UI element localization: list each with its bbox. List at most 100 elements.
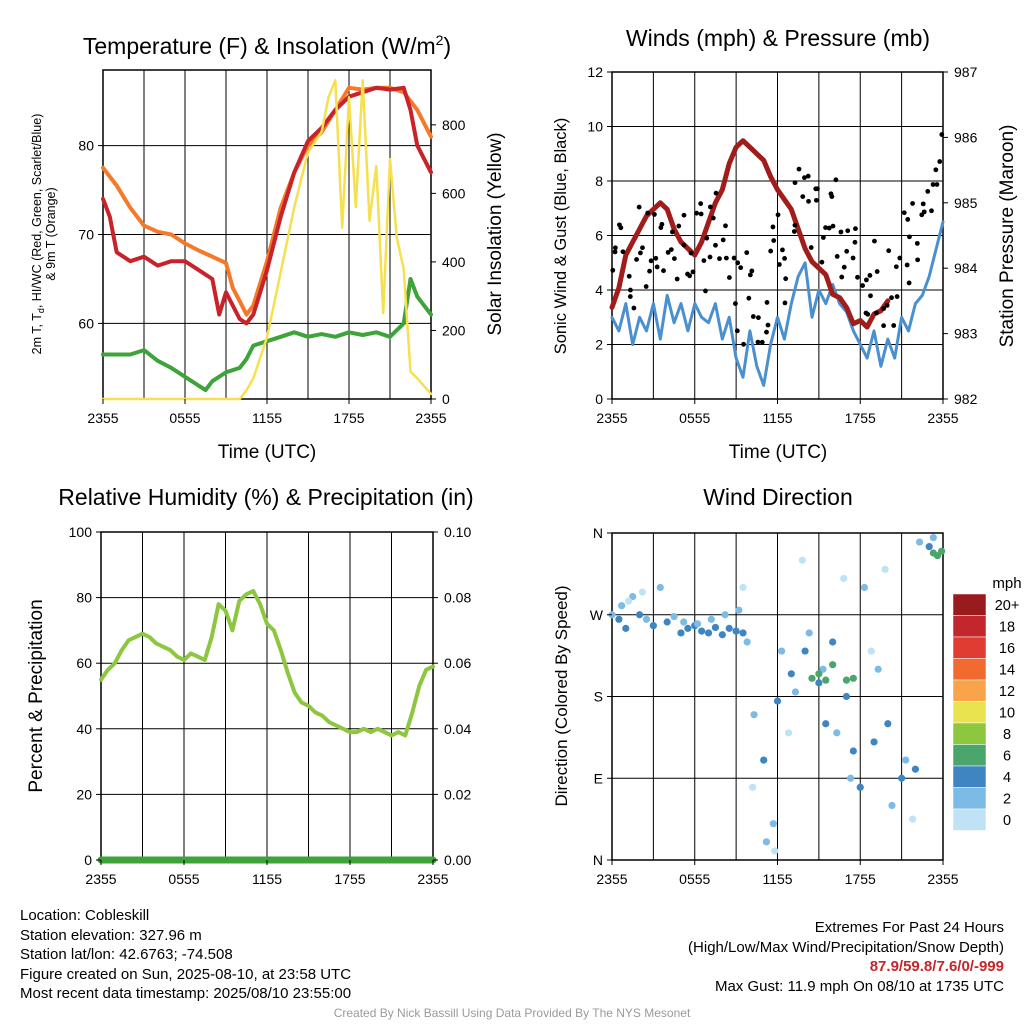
- gust-dot: [802, 175, 807, 181]
- y-tick-label: 20: [76, 786, 92, 802]
- gust-dot: [833, 177, 839, 183]
- wind-direction-point: [771, 847, 779, 855]
- wind-direction-point: [829, 661, 837, 669]
- gust-dot: [792, 222, 798, 228]
- x-tick-label: 1755: [334, 871, 365, 887]
- y2-tick-label: 0.02: [444, 786, 471, 802]
- gust-dot: [925, 189, 931, 194]
- gust-dot: [674, 276, 680, 282]
- gust-dot: [648, 258, 654, 264]
- gust-dot: [823, 225, 828, 231]
- gust-dot: [830, 223, 836, 229]
- gust-dot: [770, 224, 776, 230]
- insolation-y-ticks: 0 200 400 600 800: [431, 117, 466, 407]
- gust-dot: [829, 194, 835, 199]
- wind-direction-point: [680, 618, 688, 626]
- gust-dot: [782, 256, 787, 261]
- wind-direction-point: [721, 611, 729, 619]
- gust-dot: [864, 277, 869, 283]
- y-tick-label: 6: [595, 228, 603, 244]
- gust-dot: [707, 254, 713, 260]
- gust-dot: [872, 238, 877, 244]
- gust-dot: [710, 215, 716, 221]
- y-tick-label: 100: [69, 524, 93, 540]
- gust-dot: [741, 341, 746, 347]
- gust-dot: [647, 268, 652, 274]
- wind-direction-point: [815, 670, 823, 678]
- wind-direction-point: [856, 783, 864, 791]
- gust-dot: [764, 329, 769, 335]
- gust-dot: [889, 295, 894, 301]
- gust-dot: [806, 198, 811, 204]
- winds-pressure-panel: Winds (mph) & Pressure (mb) 0 2 4 6 8 10 12 98…: [552, 25, 1018, 463]
- wind-direction-point: [693, 620, 702, 628]
- x-tick-label: 2355: [927, 871, 958, 887]
- gust-dot: [688, 250, 694, 256]
- gust-dot: [826, 225, 832, 231]
- wind-direction-point: [749, 783, 757, 791]
- y2-tick-label: 0: [442, 391, 450, 407]
- gust-dot: [634, 257, 639, 262]
- winds-series: [609, 138, 945, 387]
- wind-direction-point: [925, 543, 933, 551]
- wind-direction-point: [829, 638, 837, 646]
- gust-dot: [930, 182, 936, 187]
- wind-direction-point: [642, 615, 651, 623]
- svg-text:2m T, Td, HI/WC (Red, Green, S: 2m T, Td, HI/WC (Red, Green, Scarlet/Blu…: [30, 114, 46, 355]
- wind-direction-point: [622, 624, 630, 632]
- x-tick-label: 1155: [252, 871, 282, 887]
- wind-direction-point: [707, 615, 715, 623]
- wind-direction-point: [618, 602, 626, 610]
- wind-direction-point: [867, 647, 875, 655]
- wind-direction-point: [739, 583, 747, 592]
- gust-dot: [867, 273, 873, 278]
- gust-dot: [860, 283, 866, 288]
- gust-dot: [690, 269, 696, 275]
- y2-tick-label: 982: [954, 391, 978, 407]
- gust-dot: [638, 250, 643, 256]
- series-line: [101, 85, 433, 326]
- wind-direction-point: [704, 629, 713, 637]
- wind-direction-point: [769, 820, 777, 828]
- y-tick-label: W: [590, 607, 604, 623]
- gust-dot: [627, 294, 633, 299]
- wind-direction-point: [698, 627, 706, 635]
- wind-direction-grid: [612, 533, 943, 860]
- gust-dot: [808, 245, 814, 250]
- gust-dot: [780, 247, 785, 253]
- wind-direction-point: [739, 629, 747, 637]
- legend-swatch: [952, 722, 987, 745]
- gust-dot: [881, 306, 887, 311]
- gust-dot: [659, 221, 665, 227]
- gust-dot: [723, 255, 729, 261]
- winds-y-ticks: 0 2 4 6 8 10 12: [587, 64, 612, 407]
- wind-direction-point: [787, 670, 795, 678]
- gust-dot: [661, 268, 666, 274]
- wind-direction-points: [608, 533, 946, 855]
- y-tick-label: 60: [76, 655, 92, 671]
- wind-direction-point: [629, 592, 637, 601]
- series-line: [101, 277, 433, 393]
- gust-dot: [921, 209, 927, 215]
- gust-dot: [612, 245, 618, 251]
- wind-direction-point: [778, 647, 786, 655]
- wind-direction-point: [760, 756, 768, 764]
- temp-y-ticks: 60 70 80: [78, 138, 103, 331]
- gust-dot: [855, 274, 860, 280]
- wind-direction-point: [798, 556, 806, 564]
- wind-direction-point: [635, 611, 644, 619]
- wind-direction-point: [750, 711, 758, 719]
- humidity-y-axis-label: Percent & Precipitation: [26, 599, 47, 792]
- legend-swatch: [952, 658, 987, 681]
- gust-dot: [901, 210, 907, 216]
- gust-dot: [654, 264, 660, 270]
- gust-dot: [713, 190, 719, 196]
- gust-dot: [768, 248, 774, 254]
- temp-x-ticks: 2355 0555 1155 1755 2355: [87, 399, 447, 426]
- y-tick-label: 70: [78, 227, 94, 243]
- temp-y-axis-label: 2m T, Td, HI/WC (Red, Green, Scarlet/Blu…: [30, 114, 58, 355]
- temperature-insolation-panel: Temperature (F) & Insolation (W/m2) 60 70…: [30, 32, 506, 463]
- gust-dot: [738, 265, 744, 271]
- gust-dot: [929, 208, 934, 214]
